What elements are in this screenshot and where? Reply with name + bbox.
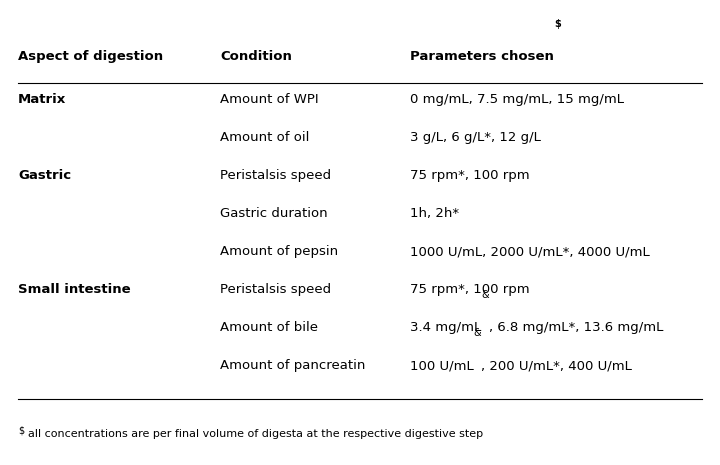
Text: 75 rpm*, 100 rpm: 75 rpm*, 100 rpm [410, 283, 530, 296]
Text: 3.4 mg/mL: 3.4 mg/mL [410, 321, 481, 334]
Text: Parameters chosen: Parameters chosen [410, 50, 554, 63]
Text: Gastric duration: Gastric duration [220, 207, 328, 220]
Text: 1h, 2h*: 1h, 2h* [410, 207, 459, 220]
Text: Amount of WPI: Amount of WPI [220, 93, 319, 106]
Text: Aspect of digestion: Aspect of digestion [18, 50, 163, 63]
Text: , 200 U/mL*, 400 U/mL: , 200 U/mL*, 400 U/mL [482, 359, 632, 372]
Text: , 6.8 mg/mL*, 13.6 mg/mL: , 6.8 mg/mL*, 13.6 mg/mL [489, 321, 663, 334]
Text: 1000 U/mL, 2000 U/mL*, 4000 U/mL: 1000 U/mL, 2000 U/mL*, 4000 U/mL [410, 245, 649, 258]
Text: $: $ [18, 425, 24, 435]
Text: Amount of pancreatin: Amount of pancreatin [220, 359, 365, 372]
Text: Condition: Condition [220, 50, 292, 63]
Text: Matrix: Matrix [18, 93, 66, 106]
Text: $: $ [554, 19, 561, 29]
Text: 75 rpm*, 100 rpm: 75 rpm*, 100 rpm [410, 169, 530, 182]
Text: Gastric: Gastric [18, 169, 71, 182]
Text: all concentrations are per final volume of digesta at the respective digestive s: all concentrations are per final volume … [28, 429, 483, 439]
Text: Small intestine: Small intestine [18, 283, 130, 296]
Text: Peristalsis speed: Peristalsis speed [220, 169, 331, 182]
Text: &: & [474, 328, 482, 338]
Text: Amount of bile: Amount of bile [220, 321, 318, 334]
Text: 0 mg/mL, 7.5 mg/mL, 15 mg/mL: 0 mg/mL, 7.5 mg/mL, 15 mg/mL [410, 93, 624, 106]
Text: 100 U/mL: 100 U/mL [410, 359, 474, 372]
Text: Amount of pepsin: Amount of pepsin [220, 245, 338, 258]
Text: Peristalsis speed: Peristalsis speed [220, 283, 331, 296]
Text: &: & [481, 290, 489, 300]
Text: 3 g/L, 6 g/L*, 12 g/L: 3 g/L, 6 g/L*, 12 g/L [410, 131, 541, 144]
Text: Amount of oil: Amount of oil [220, 131, 310, 144]
